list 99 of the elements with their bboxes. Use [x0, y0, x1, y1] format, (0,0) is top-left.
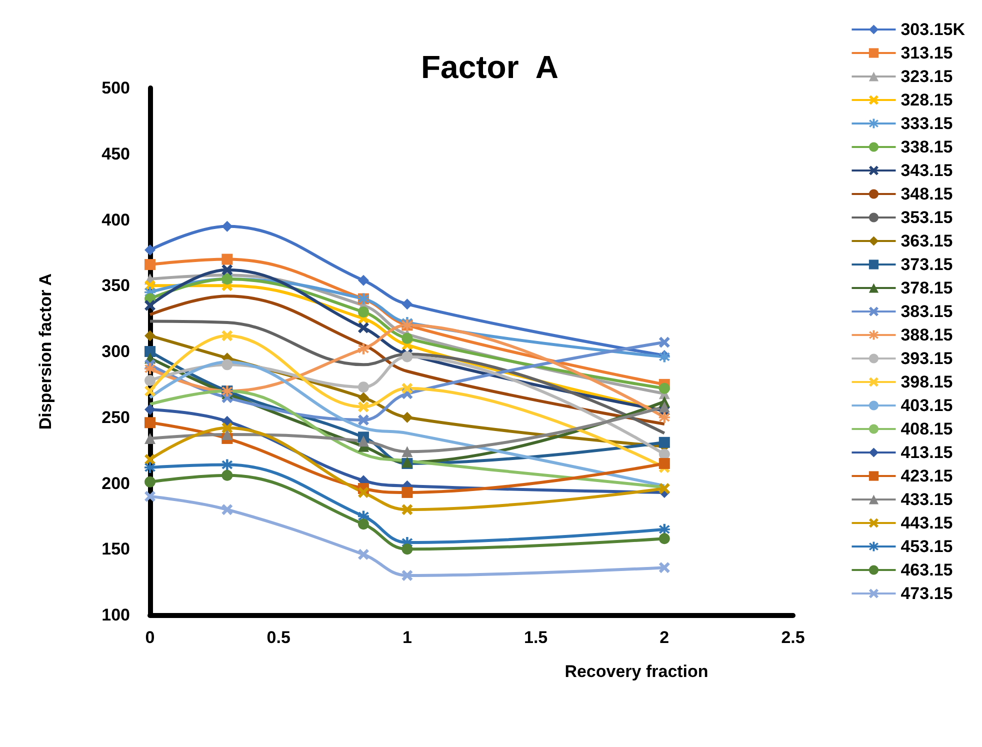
legend-label: 343.15: [900, 161, 953, 180]
point: [358, 414, 369, 426]
point: [144, 300, 156, 311]
point: [358, 306, 369, 318]
legend-label: 398.15: [900, 372, 953, 392]
x-tick-label: 0: [145, 628, 155, 647]
y-tick-label: 100: [102, 606, 130, 624]
legend-label: 348.15: [900, 184, 953, 204]
point: [144, 330, 156, 342]
legend-label: 423.15: [900, 466, 953, 486]
legend-label: 373.15: [900, 255, 953, 274]
y-tick-label: 500: [102, 78, 130, 98]
point: [222, 359, 233, 370]
point: [658, 382, 670, 394]
point: [658, 458, 670, 469]
legend-label: 463.15: [900, 560, 953, 580]
point: [144, 386, 156, 397]
point: [144, 432, 156, 444]
point: [402, 382, 413, 394]
legend-label: 388.15: [900, 326, 953, 344]
point: [402, 544, 413, 555]
y-tick-label: 450: [102, 144, 130, 164]
legend-label: 338.15: [900, 138, 953, 156]
y-tick-label: 350: [102, 276, 130, 296]
legend-label: 408.15: [900, 420, 953, 438]
y-tick-label: 300: [102, 342, 130, 361]
legend-label: 323.15: [900, 67, 953, 86]
point: [402, 298, 413, 310]
legend-label: 333.15: [900, 114, 953, 133]
point: [144, 476, 156, 488]
point: [144, 374, 156, 386]
point: [222, 429, 233, 440]
point: [144, 244, 156, 256]
point: [358, 548, 369, 560]
point: [222, 330, 233, 342]
point: [402, 486, 413, 498]
point: [658, 483, 670, 494]
point: [144, 417, 156, 428]
point: [144, 404, 156, 415]
point: [658, 336, 670, 348]
chart-title: Factor A: [421, 49, 558, 85]
legend-label: 413.15: [900, 443, 953, 462]
point: [144, 259, 156, 270]
legend-label: 353.15: [900, 208, 953, 227]
x-tick-label: 1.5: [524, 628, 548, 647]
point: [402, 446, 413, 458]
point: [222, 504, 233, 516]
point: [402, 351, 413, 362]
point: [144, 462, 156, 473]
point: [658, 412, 670, 423]
point: [658, 436, 670, 448]
legend-label: 473.15: [900, 584, 953, 603]
point: [658, 401, 670, 412]
point: [358, 322, 369, 334]
point: [222, 422, 233, 434]
y-tick-label: 200: [102, 474, 130, 493]
point: [358, 392, 369, 404]
point: [222, 254, 233, 265]
y-tick-label: 250: [102, 408, 130, 427]
point: [358, 343, 369, 354]
y-tick-label: 400: [102, 210, 130, 230]
legend-label: 303.15K: [900, 20, 966, 39]
point: [402, 504, 413, 516]
point: [144, 490, 156, 502]
point: [358, 486, 369, 498]
x-tick-label: 1: [402, 628, 412, 647]
point: [222, 459, 233, 470]
point: [222, 220, 233, 232]
legend-label: 383.15: [900, 302, 953, 321]
x-tick-label: 2.5: [781, 628, 805, 647]
legend-label: 433.15: [900, 490, 953, 509]
x-tick-label: 0.5: [266, 628, 290, 647]
point: [222, 264, 233, 276]
legend-label: 453.15: [900, 537, 953, 556]
point: [144, 346, 156, 357]
legend-label: 403.15: [900, 396, 953, 415]
y-tick-label: 150: [102, 540, 130, 559]
point: [658, 524, 670, 535]
point: [222, 470, 233, 481]
point: [358, 274, 369, 286]
point: [358, 436, 369, 447]
point: [658, 562, 670, 574]
y-axis-title: Dispersion factor A: [36, 273, 55, 430]
point: [402, 570, 413, 581]
point: [144, 363, 156, 374]
legend-label: 378.15: [900, 278, 953, 298]
point: [402, 412, 413, 423]
legend-label: 313.15: [900, 44, 953, 62]
legend-label: 443.15: [900, 514, 953, 532]
point: [358, 401, 369, 412]
point: [144, 454, 156, 466]
point: [358, 518, 369, 530]
legend-label: 363.15: [900, 232, 953, 250]
legend-label: 393.15: [900, 349, 953, 368]
point: [358, 382, 369, 393]
x-axis-title: Recovery fraction: [564, 662, 708, 681]
legend-label: 328.15: [900, 90, 953, 110]
x-tick-label: 2: [660, 628, 670, 647]
point: [658, 533, 670, 544]
